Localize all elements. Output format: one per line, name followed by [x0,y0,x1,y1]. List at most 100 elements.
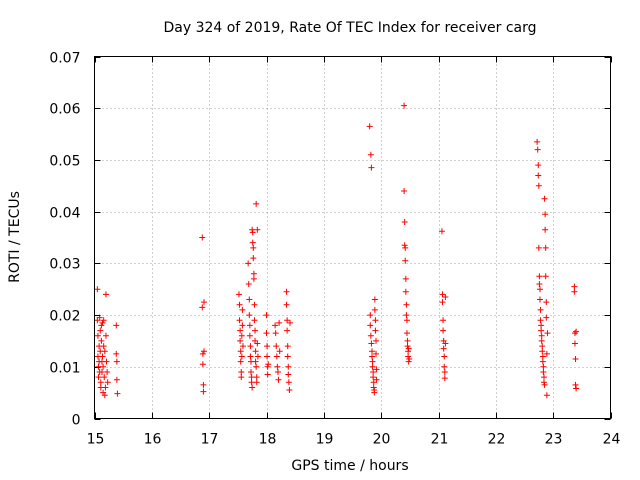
data-point [367,151,374,158]
data-point [371,389,378,396]
data-point [539,348,546,355]
data-point [571,288,578,295]
data-point [542,273,549,280]
y-axis-label: ROTI / TECUs [7,191,23,283]
data-point [372,327,379,334]
data-point [101,374,108,381]
data-point [284,317,291,324]
data-point [537,317,544,324]
data-point [540,374,547,381]
data-point [571,330,578,337]
data-point [253,200,260,207]
x-tick-label: 18 [259,432,277,448]
data-point [401,102,408,109]
data-point [264,353,271,360]
data-point [250,275,257,282]
data-point [404,343,411,350]
data-point [272,322,279,329]
data-point [440,345,447,352]
data-point [249,226,256,233]
data-point [252,358,259,365]
data-point [540,368,547,375]
x-tick-label: 22 [488,432,506,448]
data-point [441,375,448,382]
data-point [94,286,101,293]
data-point [402,275,409,282]
data-point [442,293,449,300]
data-point [441,363,448,370]
x-tick-label: 15 [87,432,105,448]
data-point [95,374,102,381]
data-point [249,384,256,391]
data-point [200,388,207,395]
data-point [439,291,446,298]
data-point [368,353,375,360]
data-point [403,301,410,308]
data-point [100,317,107,324]
data-point [235,291,242,298]
data-point [98,322,105,329]
data-point [284,327,291,334]
data-point [238,332,245,339]
data-point [250,270,257,277]
data-point [368,340,375,347]
data-point [541,195,548,202]
data-point [276,348,283,355]
data-point [236,317,243,324]
x-axis-label: GPS time / hours [291,458,408,474]
data-point [284,343,291,350]
y-tick-label: 0 [72,413,81,429]
data-point [571,340,578,347]
data-point [237,358,244,365]
data-point [284,353,291,360]
y-tick-label: 0.04 [49,206,80,222]
data-point [248,374,255,381]
data-point [542,226,549,233]
data-point [98,368,105,375]
data-point [543,392,550,399]
data-point [371,306,378,313]
data-point [104,379,111,386]
data-point [99,319,106,326]
data-point [372,317,379,324]
y-tick-label: 0.03 [49,257,80,273]
data-point [540,363,547,370]
data-point [248,379,255,386]
data-point [403,312,410,319]
data-point [252,348,259,355]
data-point [245,260,252,267]
data-point [572,381,579,388]
data-point [254,226,261,233]
data-point [366,123,373,130]
data-point [264,343,271,350]
x-tick-labels: 15 16 17 18 19 20 21 22 23 24 [87,432,621,448]
data-point [538,322,545,329]
data-point [99,353,106,360]
data-point [440,317,447,324]
data-point [402,244,409,251]
data-point [534,138,541,145]
x-tick-label: 20 [373,432,391,448]
data-point [535,182,542,189]
data-point [442,340,449,347]
data-point [98,337,105,344]
data-point [264,371,271,378]
data-point [367,312,374,319]
data-point [370,379,377,386]
data-point [238,374,245,381]
data-point [249,239,256,246]
data-point [199,361,206,368]
data-point [265,361,272,368]
data-point [441,368,448,375]
data-point [102,384,109,391]
data-point [571,283,578,290]
data-point [100,363,107,370]
data-point [373,350,380,357]
data-point [100,343,107,350]
data-point [237,337,244,344]
data-point [539,343,546,350]
data-point [368,348,375,355]
data-point [274,363,281,370]
data-point [97,379,104,386]
data-point [275,376,282,383]
